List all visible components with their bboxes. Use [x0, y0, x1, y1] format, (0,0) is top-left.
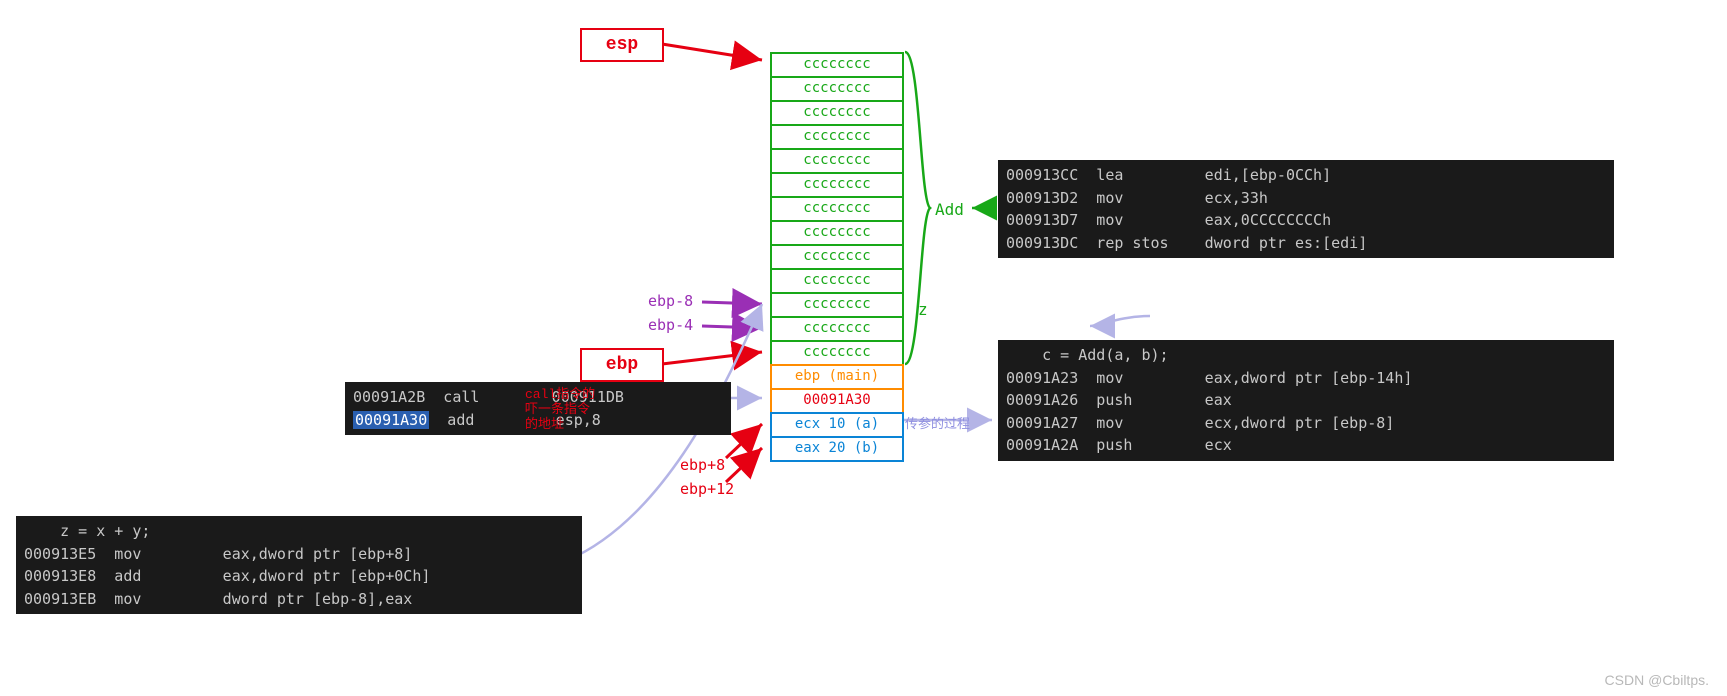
stack-cell: cccccccc [770, 76, 904, 102]
stack-cell: cccccccc [770, 172, 904, 198]
ptr-ebp-4: ebp-4 [648, 316, 693, 334]
stack-cell: cccccccc [770, 196, 904, 222]
stack-cell: cccccccc [770, 244, 904, 270]
z-label: z [918, 300, 928, 319]
code-row: 000913CC lea edi,[ebp-0CCh] [1006, 164, 1606, 187]
esp-register-box: esp [580, 28, 664, 62]
annotation-line: call指令的 [525, 388, 595, 403]
stack-cell: cccccccc [770, 148, 904, 174]
add-label: Add [935, 200, 964, 219]
code-row: 000913D7 mov eax,0CCCCCCCCh [1006, 209, 1606, 232]
watermark: CSDN @Cbiltps. [1605, 672, 1709, 688]
code-block-z-xy: z = x + y;000913E5 mov eax,dword ptr [eb… [16, 516, 582, 614]
code-row: 00091A27 mov ecx,dword ptr [ebp-8] [1006, 412, 1606, 435]
stack-cell: cccccccc [770, 316, 904, 342]
esp-label: esp [606, 35, 638, 55]
stack-cell: ecx 10 (a) [770, 412, 904, 438]
code-row: 00091A2A push ecx [1006, 434, 1606, 457]
code-block-call-add: c = Add(a, b);00091A23 mov eax,dword ptr… [998, 340, 1614, 461]
code-row: 000913DC rep stos dword ptr es:[edi] [1006, 232, 1606, 255]
stack-cell: cccccccc [770, 220, 904, 246]
annotation-line: 吓一条指令 [525, 403, 595, 418]
code-block-rep-stos: 000913CC lea edi,[ebp-0CCh]000913D2 mov … [998, 160, 1614, 258]
code-row: 000913D2 mov ecx,33h [1006, 187, 1606, 210]
stack-cell: 00091A30 [770, 388, 904, 414]
ebp-register-box: ebp [580, 348, 664, 382]
stack-cell: ebp (main) [770, 364, 904, 390]
code-row: 000913EB mov dword ptr [ebp-8],eax [24, 588, 574, 611]
ptr-ebp-plus12: ebp+12 [680, 480, 734, 498]
code-row: 00091A26 push eax [1006, 389, 1606, 412]
code-row: 000913E5 mov eax,dword ptr [ebp+8] [24, 543, 574, 566]
call-annotation: call指令的吓一条指令的地址 [525, 388, 595, 433]
code-title: z = x + y; [24, 520, 574, 543]
stack-cell: eax 20 (b) [770, 436, 904, 462]
code-row: 00091A23 mov eax,dword ptr [ebp-14h] [1006, 367, 1606, 390]
stack-cell: cccccccc [770, 52, 904, 78]
pass-args-label: 传参的过程 [905, 413, 970, 432]
ebp-label: ebp [606, 355, 638, 375]
stack-cell: cccccccc [770, 340, 904, 366]
code-title: c = Add(a, b); [1006, 344, 1606, 367]
diagram-stage: esp ebp ebp-8 ebp-4 ebp+8 ebp+12 Add z 传… [0, 0, 1727, 696]
stack-cell: cccccccc [770, 124, 904, 150]
annotation-line: 的地址 [525, 418, 595, 433]
code-row: 000913E8 add eax,dword ptr [ebp+0Ch] [24, 565, 574, 588]
stack-cell: cccccccc [770, 292, 904, 318]
stack-cell: cccccccc [770, 100, 904, 126]
stack-cell: cccccccc [770, 268, 904, 294]
ptr-ebp-plus8: ebp+8 [680, 456, 725, 474]
ptr-ebp-8: ebp-8 [648, 292, 693, 310]
